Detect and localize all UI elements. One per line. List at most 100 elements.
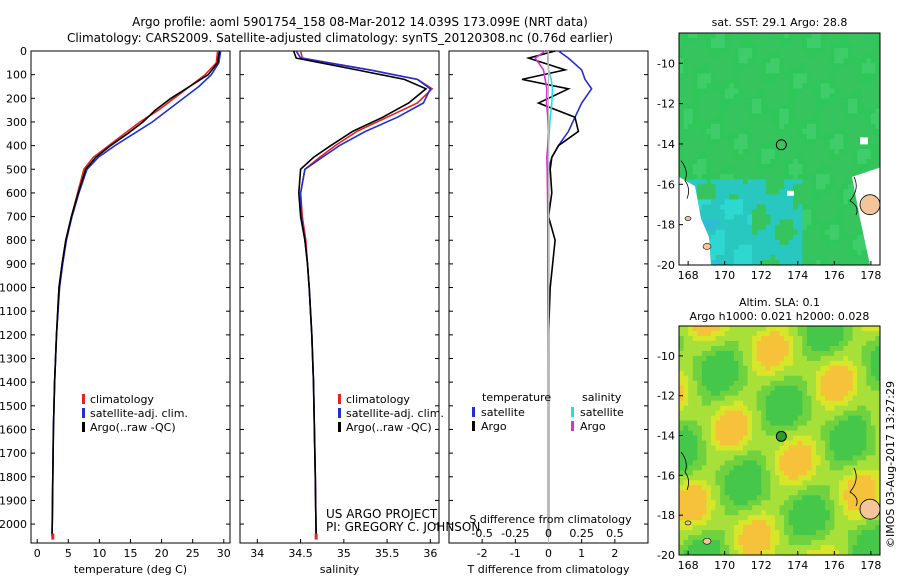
map-cell <box>811 520 817 526</box>
map-cell <box>761 174 767 180</box>
x-tick-label: 35 <box>337 547 351 560</box>
map-cell <box>870 340 876 347</box>
map-cell <box>683 83 689 89</box>
map-cell <box>806 53 812 59</box>
map-cell <box>701 500 707 506</box>
map-cell <box>784 53 790 59</box>
map-cell <box>820 224 826 231</box>
map-cell <box>825 174 831 180</box>
map-cell <box>706 83 712 89</box>
map-cell <box>715 118 721 125</box>
map-cell <box>793 365 799 372</box>
map-cell <box>729 510 735 516</box>
map-cell <box>765 123 771 130</box>
map-cell <box>852 450 858 456</box>
map-cell <box>838 485 844 491</box>
map-cell <box>774 128 780 135</box>
map-cell <box>797 214 803 221</box>
map-cell <box>816 525 822 531</box>
map-cell <box>701 118 707 125</box>
map-cell <box>692 345 698 352</box>
map-cell <box>848 189 854 195</box>
map-cell <box>838 58 844 64</box>
map-cell <box>756 68 762 74</box>
map-cell <box>701 58 707 64</box>
map-cell <box>797 370 803 377</box>
map-cell <box>770 450 776 456</box>
map-cell <box>733 495 739 501</box>
map-cell <box>779 326 785 332</box>
map-cell <box>784 43 790 49</box>
map-cell <box>715 73 721 79</box>
map-cell <box>816 520 822 526</box>
map-cell <box>729 214 735 221</box>
map-cell <box>820 495 826 501</box>
map-cell <box>770 420 776 427</box>
map-cell <box>829 149 835 155</box>
map-cell <box>852 330 858 337</box>
map-cell <box>820 375 826 382</box>
map-cell <box>752 415 758 422</box>
map-cell <box>861 350 867 357</box>
map-cell <box>747 505 753 511</box>
map-cell <box>788 510 794 516</box>
map-cell <box>756 415 762 422</box>
map-cell <box>848 365 854 372</box>
map-cell <box>756 465 762 471</box>
map-cell <box>697 184 703 190</box>
map-cell <box>688 465 694 471</box>
map-cell <box>829 174 835 180</box>
map-cell <box>765 505 771 511</box>
map-cell <box>857 340 863 347</box>
map-cell <box>770 149 776 155</box>
map-cell <box>747 460 753 466</box>
map-cell <box>784 68 790 74</box>
map-cell <box>788 520 794 526</box>
map-cell <box>838 330 844 337</box>
map-cell <box>820 128 826 135</box>
map-cell <box>761 445 767 451</box>
temperature-panel: 0100200300400500600700800900100011001200… <box>0 45 231 576</box>
map-cell <box>820 535 826 541</box>
map-cell <box>765 470 771 476</box>
map-cell <box>724 475 730 481</box>
map-cell <box>733 425 739 432</box>
map-cell <box>811 515 817 521</box>
map-cell <box>811 510 817 516</box>
map-cell <box>784 219 790 226</box>
map-cell <box>857 400 863 407</box>
sst-map-panel: 168 170 172 174 176 178-10-12-14-16-18-20sat.… <box>657 16 881 282</box>
map-cell <box>834 405 840 412</box>
map-frame <box>678 32 881 266</box>
map-cell <box>875 520 881 526</box>
map-cell <box>720 259 726 266</box>
map-cell <box>857 73 863 79</box>
map-cell <box>715 169 721 175</box>
map-cell <box>692 415 698 422</box>
map-cell <box>688 48 694 54</box>
map-cell <box>852 470 858 476</box>
map-cell <box>848 445 854 451</box>
map-cell <box>774 480 780 486</box>
map-cell <box>747 259 753 266</box>
map-cell <box>729 239 735 246</box>
map-cell <box>697 400 703 407</box>
map-cell <box>752 525 758 531</box>
map-cell <box>843 184 849 190</box>
map-cell <box>724 199 730 205</box>
map-cell <box>720 179 726 185</box>
map-cell <box>784 123 790 130</box>
map-cell <box>811 420 817 427</box>
map-cell <box>834 475 840 481</box>
map-cell <box>806 550 812 556</box>
map-cell <box>797 48 803 54</box>
map-cell <box>679 118 685 125</box>
map-cell <box>779 445 785 451</box>
map-cell <box>848 38 854 44</box>
map-cell <box>761 199 767 205</box>
map-cell <box>738 326 744 332</box>
map-cell <box>770 445 776 451</box>
y-tick-label: 700 <box>6 211 27 224</box>
map-cell <box>752 204 758 211</box>
map-cell <box>706 535 712 541</box>
